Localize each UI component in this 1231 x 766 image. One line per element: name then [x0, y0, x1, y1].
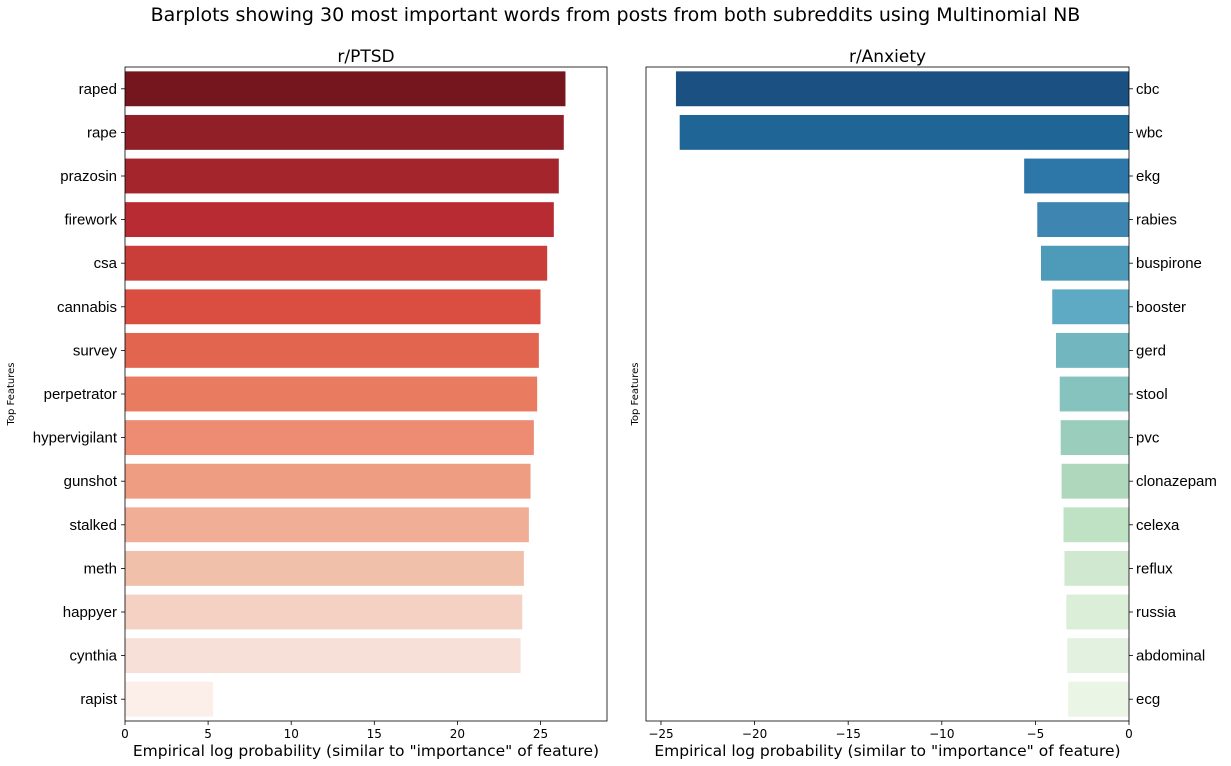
x-tick-label: 5	[204, 727, 212, 741]
x-tick-label: 0	[1125, 727, 1133, 741]
y-axis-label: Top Features	[6, 362, 17, 426]
bar-hypervigilant	[125, 420, 534, 456]
bar-russia	[1066, 594, 1129, 630]
category-label: firework	[64, 212, 117, 229]
x-axis-label: Empirical log probability (similar to "i…	[654, 742, 1120, 760]
category-label: abdominal	[1136, 648, 1205, 665]
bar-cannabis	[125, 289, 541, 325]
bar-buspirone	[1041, 245, 1129, 281]
bar-stool	[1059, 376, 1129, 412]
bar-stalked	[125, 507, 529, 543]
category-label: reflux	[1136, 560, 1173, 577]
category-label: meth	[84, 560, 117, 577]
panel-title: r/PTSD	[337, 47, 394, 67]
category-label: gerd	[1136, 342, 1166, 359]
figure-suptitle: Barplots showing 30 most important words…	[150, 4, 1081, 26]
x-tick-label: −10	[929, 727, 954, 741]
category-label: wbc	[1135, 124, 1163, 141]
category-label: ekg	[1136, 168, 1160, 185]
bar-rape	[125, 114, 564, 150]
bar-ecg	[1068, 681, 1129, 717]
x-tick-label: 20	[450, 727, 465, 741]
bar-raped	[125, 71, 566, 107]
category-label: celexa	[1136, 517, 1180, 534]
category-label: ecg	[1136, 691, 1160, 708]
x-tick-label: 25	[533, 727, 548, 741]
y-axis-label: Top Features	[630, 362, 641, 426]
bar-clonazepam	[1061, 463, 1129, 499]
bar-firework	[125, 202, 554, 238]
category-label: rape	[87, 124, 117, 141]
x-tick-label: 10	[284, 727, 299, 741]
bar-celexa	[1063, 507, 1129, 543]
bar-reflux	[1064, 550, 1129, 586]
bar-perpetrator	[125, 376, 538, 412]
bar-rabies	[1037, 202, 1129, 238]
panel-ptsd: raped rape prazosin firework csa cannabis surv…	[6, 47, 608, 760]
category-label: pvc	[1136, 430, 1160, 447]
bar-meth	[125, 550, 524, 586]
category-label: stool	[1136, 386, 1168, 403]
x-tick-label: −15	[836, 727, 861, 741]
category-label: csa	[94, 255, 118, 272]
bar-survey	[125, 332, 539, 368]
x-tick-label: 0	[121, 727, 129, 741]
category-label: gunshot	[64, 473, 118, 490]
category-label: clonazepam	[1136, 473, 1217, 490]
category-label: happyer	[63, 604, 117, 621]
category-label: cbc	[1136, 81, 1160, 98]
bar-prazosin	[125, 158, 559, 194]
bar-gerd	[1055, 332, 1129, 368]
bar-cbc	[675, 71, 1129, 107]
category-label: cynthia	[69, 648, 117, 665]
x-axis-label: Empirical log probability (similar to "i…	[133, 742, 599, 760]
x-tick-label: −5	[1027, 727, 1045, 741]
panel-title: r/Anxiety	[849, 47, 926, 67]
category-label: raped	[79, 81, 117, 98]
category-label: booster	[1136, 299, 1186, 316]
x-tick-label: 15	[367, 727, 382, 741]
category-label: russia	[1136, 604, 1177, 621]
bar-pvc	[1060, 420, 1129, 456]
bar-abdominal	[1067, 638, 1129, 674]
bar-csa	[125, 245, 548, 281]
x-tick-label: −25	[648, 727, 673, 741]
category-label: stalked	[69, 517, 117, 534]
category-label: hypervigilant	[33, 430, 118, 447]
bar-ekg	[1024, 158, 1129, 194]
bar-gunshot	[125, 463, 531, 499]
panel-anxiety: cbc wbc ekg rabies buspirone booster gerd stool…	[630, 47, 1217, 760]
category-label: rapist	[80, 691, 118, 708]
category-label: buspirone	[1136, 255, 1202, 272]
x-tick-label: −20	[742, 727, 767, 741]
category-label: survey	[73, 342, 118, 359]
bar-rapist	[125, 681, 214, 717]
category-label: rabies	[1136, 212, 1177, 229]
bar-wbc	[679, 114, 1129, 150]
category-label: cannabis	[57, 299, 117, 316]
bar-cynthia	[125, 638, 521, 674]
category-label: prazosin	[60, 168, 117, 185]
bar-booster	[1052, 289, 1129, 325]
category-label: perpetrator	[44, 386, 117, 403]
bar-happyer	[125, 594, 523, 630]
